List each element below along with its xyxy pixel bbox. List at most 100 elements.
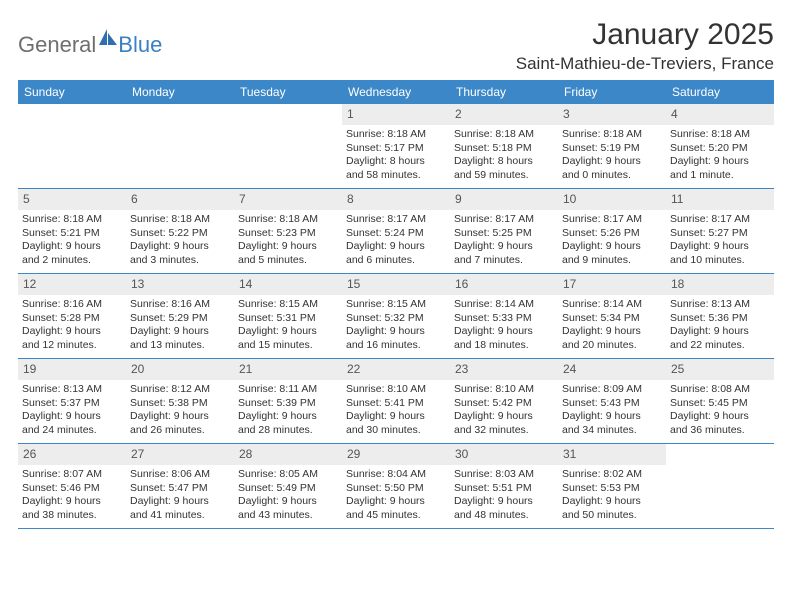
day-line: Daylight: 9 hours [22, 410, 122, 423]
day-cell: 18Sunrise: 8:13 AMSunset: 5:36 PMDayligh… [666, 274, 774, 358]
day-body: Sunrise: 8:16 AMSunset: 5:29 PMDaylight:… [126, 295, 234, 355]
day-line: Sunset: 5:18 PM [454, 142, 554, 155]
day-line: and 59 minutes. [454, 169, 554, 182]
day-body: Sunrise: 8:14 AMSunset: 5:34 PMDaylight:… [558, 295, 666, 355]
day-cell: 30Sunrise: 8:03 AMSunset: 5:51 PMDayligh… [450, 444, 558, 528]
day-line: and 30 minutes. [346, 424, 446, 437]
day-body: Sunrise: 8:18 AMSunset: 5:23 PMDaylight:… [234, 210, 342, 270]
day-number: 11 [666, 189, 774, 210]
day-body: Sunrise: 8:18 AMSunset: 5:18 PMDaylight:… [450, 125, 558, 185]
day-line: Daylight: 9 hours [22, 240, 122, 253]
day-number: 14 [234, 274, 342, 295]
day-number: 10 [558, 189, 666, 210]
day-body: Sunrise: 8:17 AMSunset: 5:27 PMDaylight:… [666, 210, 774, 270]
day-line: Daylight: 9 hours [22, 325, 122, 338]
day-line: Sunset: 5:22 PM [130, 227, 230, 240]
day-line: Sunrise: 8:04 AM [346, 468, 446, 481]
day-body: Sunrise: 8:04 AMSunset: 5:50 PMDaylight:… [342, 465, 450, 525]
day-line: Sunset: 5:33 PM [454, 312, 554, 325]
day-line: Sunset: 5:46 PM [22, 482, 122, 495]
day-line: Sunset: 5:47 PM [130, 482, 230, 495]
logo-sail-icon [98, 28, 118, 51]
day-line: Sunset: 5:29 PM [130, 312, 230, 325]
day-cell [18, 104, 126, 188]
day-line: and 2 minutes. [22, 254, 122, 267]
day-line: Sunset: 5:51 PM [454, 482, 554, 495]
day-cell [126, 104, 234, 188]
day-line: Sunrise: 8:18 AM [22, 213, 122, 226]
day-line: and 5 minutes. [238, 254, 338, 267]
day-number: 28 [234, 444, 342, 465]
weekday-thursday: Thursday [450, 80, 558, 104]
day-line: Sunset: 5:17 PM [346, 142, 446, 155]
day-line: Sunrise: 8:09 AM [562, 383, 662, 396]
day-line: Sunrise: 8:18 AM [346, 128, 446, 141]
day-body: Sunrise: 8:12 AMSunset: 5:38 PMDaylight:… [126, 380, 234, 440]
day-cell: 6Sunrise: 8:18 AMSunset: 5:22 PMDaylight… [126, 189, 234, 273]
day-number: 20 [126, 359, 234, 380]
day-line: and 7 minutes. [454, 254, 554, 267]
day-body [666, 465, 774, 471]
day-body: Sunrise: 8:06 AMSunset: 5:47 PMDaylight:… [126, 465, 234, 525]
day-body: Sunrise: 8:18 AMSunset: 5:21 PMDaylight:… [18, 210, 126, 270]
day-line: and 3 minutes. [130, 254, 230, 267]
weekday-wednesday: Wednesday [342, 80, 450, 104]
day-line: and 0 minutes. [562, 169, 662, 182]
day-number: 12 [18, 274, 126, 295]
day-line: Daylight: 9 hours [130, 240, 230, 253]
day-body: Sunrise: 8:18 AMSunset: 5:22 PMDaylight:… [126, 210, 234, 270]
day-cell: 9Sunrise: 8:17 AMSunset: 5:25 PMDaylight… [450, 189, 558, 273]
day-cell: 29Sunrise: 8:04 AMSunset: 5:50 PMDayligh… [342, 444, 450, 528]
day-line: Sunrise: 8:17 AM [562, 213, 662, 226]
day-cell: 23Sunrise: 8:10 AMSunset: 5:42 PMDayligh… [450, 359, 558, 443]
day-line: and 9 minutes. [562, 254, 662, 267]
day-line: Daylight: 9 hours [346, 495, 446, 508]
day-line: Sunset: 5:43 PM [562, 397, 662, 410]
week-row: 26Sunrise: 8:07 AMSunset: 5:46 PMDayligh… [18, 444, 774, 529]
day-number: 19 [18, 359, 126, 380]
day-body [18, 125, 126, 131]
day-number: 4 [666, 104, 774, 125]
location: Saint-Mathieu-de-Treviers, France [516, 54, 774, 74]
day-line: Sunrise: 8:14 AM [562, 298, 662, 311]
day-cell: 15Sunrise: 8:15 AMSunset: 5:32 PMDayligh… [342, 274, 450, 358]
day-line: and 38 minutes. [22, 509, 122, 522]
day-line: Daylight: 9 hours [346, 325, 446, 338]
day-cell: 19Sunrise: 8:13 AMSunset: 5:37 PMDayligh… [18, 359, 126, 443]
day-number: 8 [342, 189, 450, 210]
day-line: Sunset: 5:42 PM [454, 397, 554, 410]
logo-text-blue: Blue [118, 32, 162, 58]
day-line: and 22 minutes. [670, 339, 770, 352]
day-body: Sunrise: 8:05 AMSunset: 5:49 PMDaylight:… [234, 465, 342, 525]
day-cell: 22Sunrise: 8:10 AMSunset: 5:41 PMDayligh… [342, 359, 450, 443]
title-block: January 2025 Saint-Mathieu-de-Treviers, … [516, 18, 774, 74]
day-body [126, 125, 234, 131]
day-line: Sunset: 5:20 PM [670, 142, 770, 155]
day-line: Sunrise: 8:14 AM [454, 298, 554, 311]
day-line: Sunrise: 8:18 AM [130, 213, 230, 226]
day-cell: 11Sunrise: 8:17 AMSunset: 5:27 PMDayligh… [666, 189, 774, 273]
day-line: Sunset: 5:25 PM [454, 227, 554, 240]
day-body: Sunrise: 8:10 AMSunset: 5:42 PMDaylight:… [450, 380, 558, 440]
day-number: 1 [342, 104, 450, 125]
day-line: Daylight: 9 hours [454, 240, 554, 253]
day-cell: 17Sunrise: 8:14 AMSunset: 5:34 PMDayligh… [558, 274, 666, 358]
day-line: Sunrise: 8:11 AM [238, 383, 338, 396]
day-line: Sunrise: 8:16 AM [22, 298, 122, 311]
day-number: 27 [126, 444, 234, 465]
day-number: 3 [558, 104, 666, 125]
day-cell [234, 104, 342, 188]
day-body: Sunrise: 8:02 AMSunset: 5:53 PMDaylight:… [558, 465, 666, 525]
day-line: Daylight: 9 hours [670, 325, 770, 338]
day-line: Daylight: 9 hours [562, 240, 662, 253]
day-number: 17 [558, 274, 666, 295]
day-cell: 2Sunrise: 8:18 AMSunset: 5:18 PMDaylight… [450, 104, 558, 188]
day-number: 13 [126, 274, 234, 295]
day-line: Daylight: 9 hours [562, 495, 662, 508]
day-cell: 20Sunrise: 8:12 AMSunset: 5:38 PMDayligh… [126, 359, 234, 443]
day-line: Sunrise: 8:07 AM [22, 468, 122, 481]
day-line: and 20 minutes. [562, 339, 662, 352]
day-line: Daylight: 9 hours [238, 410, 338, 423]
day-line: Sunrise: 8:02 AM [562, 468, 662, 481]
day-line: and 6 minutes. [346, 254, 446, 267]
